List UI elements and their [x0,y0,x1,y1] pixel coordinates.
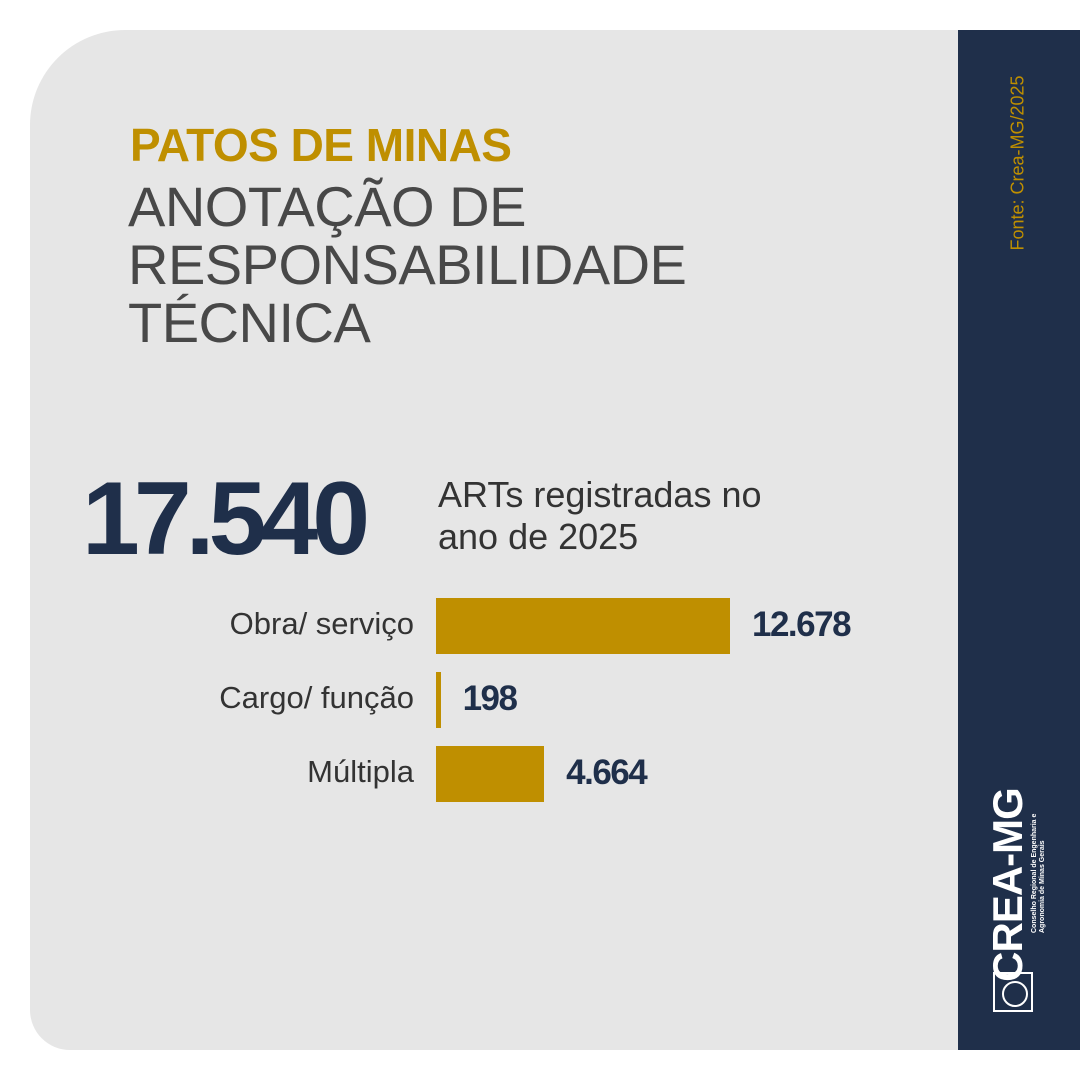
logo-name: CREA-MG [984,788,1031,982]
emblem-circle [1002,981,1028,1007]
sidebar [958,30,1080,1050]
total: 17.540 [82,461,370,577]
source: Fonte: Crea-MG/2025 [1007,75,1028,251]
category-label: Cargo/ função [219,680,414,715]
total-caption: ARTs registradas no ano de 2025 [438,474,762,557]
panel [30,30,970,1050]
logo-tagline: Conselho Regional de Engenharia e Agrono… [1031,813,1046,933]
value-label: 198 [462,679,518,718]
bar [436,598,730,654]
value-label: 4.664 [566,753,648,792]
subtitle: ANOTAÇÃO DE RESPONSABILIDADE TÉCNICA [128,175,687,354]
bar [436,672,441,728]
title: PATOS DE MINAS [130,119,512,171]
logo-emblem [993,972,1033,1012]
value-label: 12.678 [752,605,852,644]
bar [436,746,545,802]
category-label: Múltipla [307,754,414,789]
category-label: Obra/ serviço [229,606,414,641]
